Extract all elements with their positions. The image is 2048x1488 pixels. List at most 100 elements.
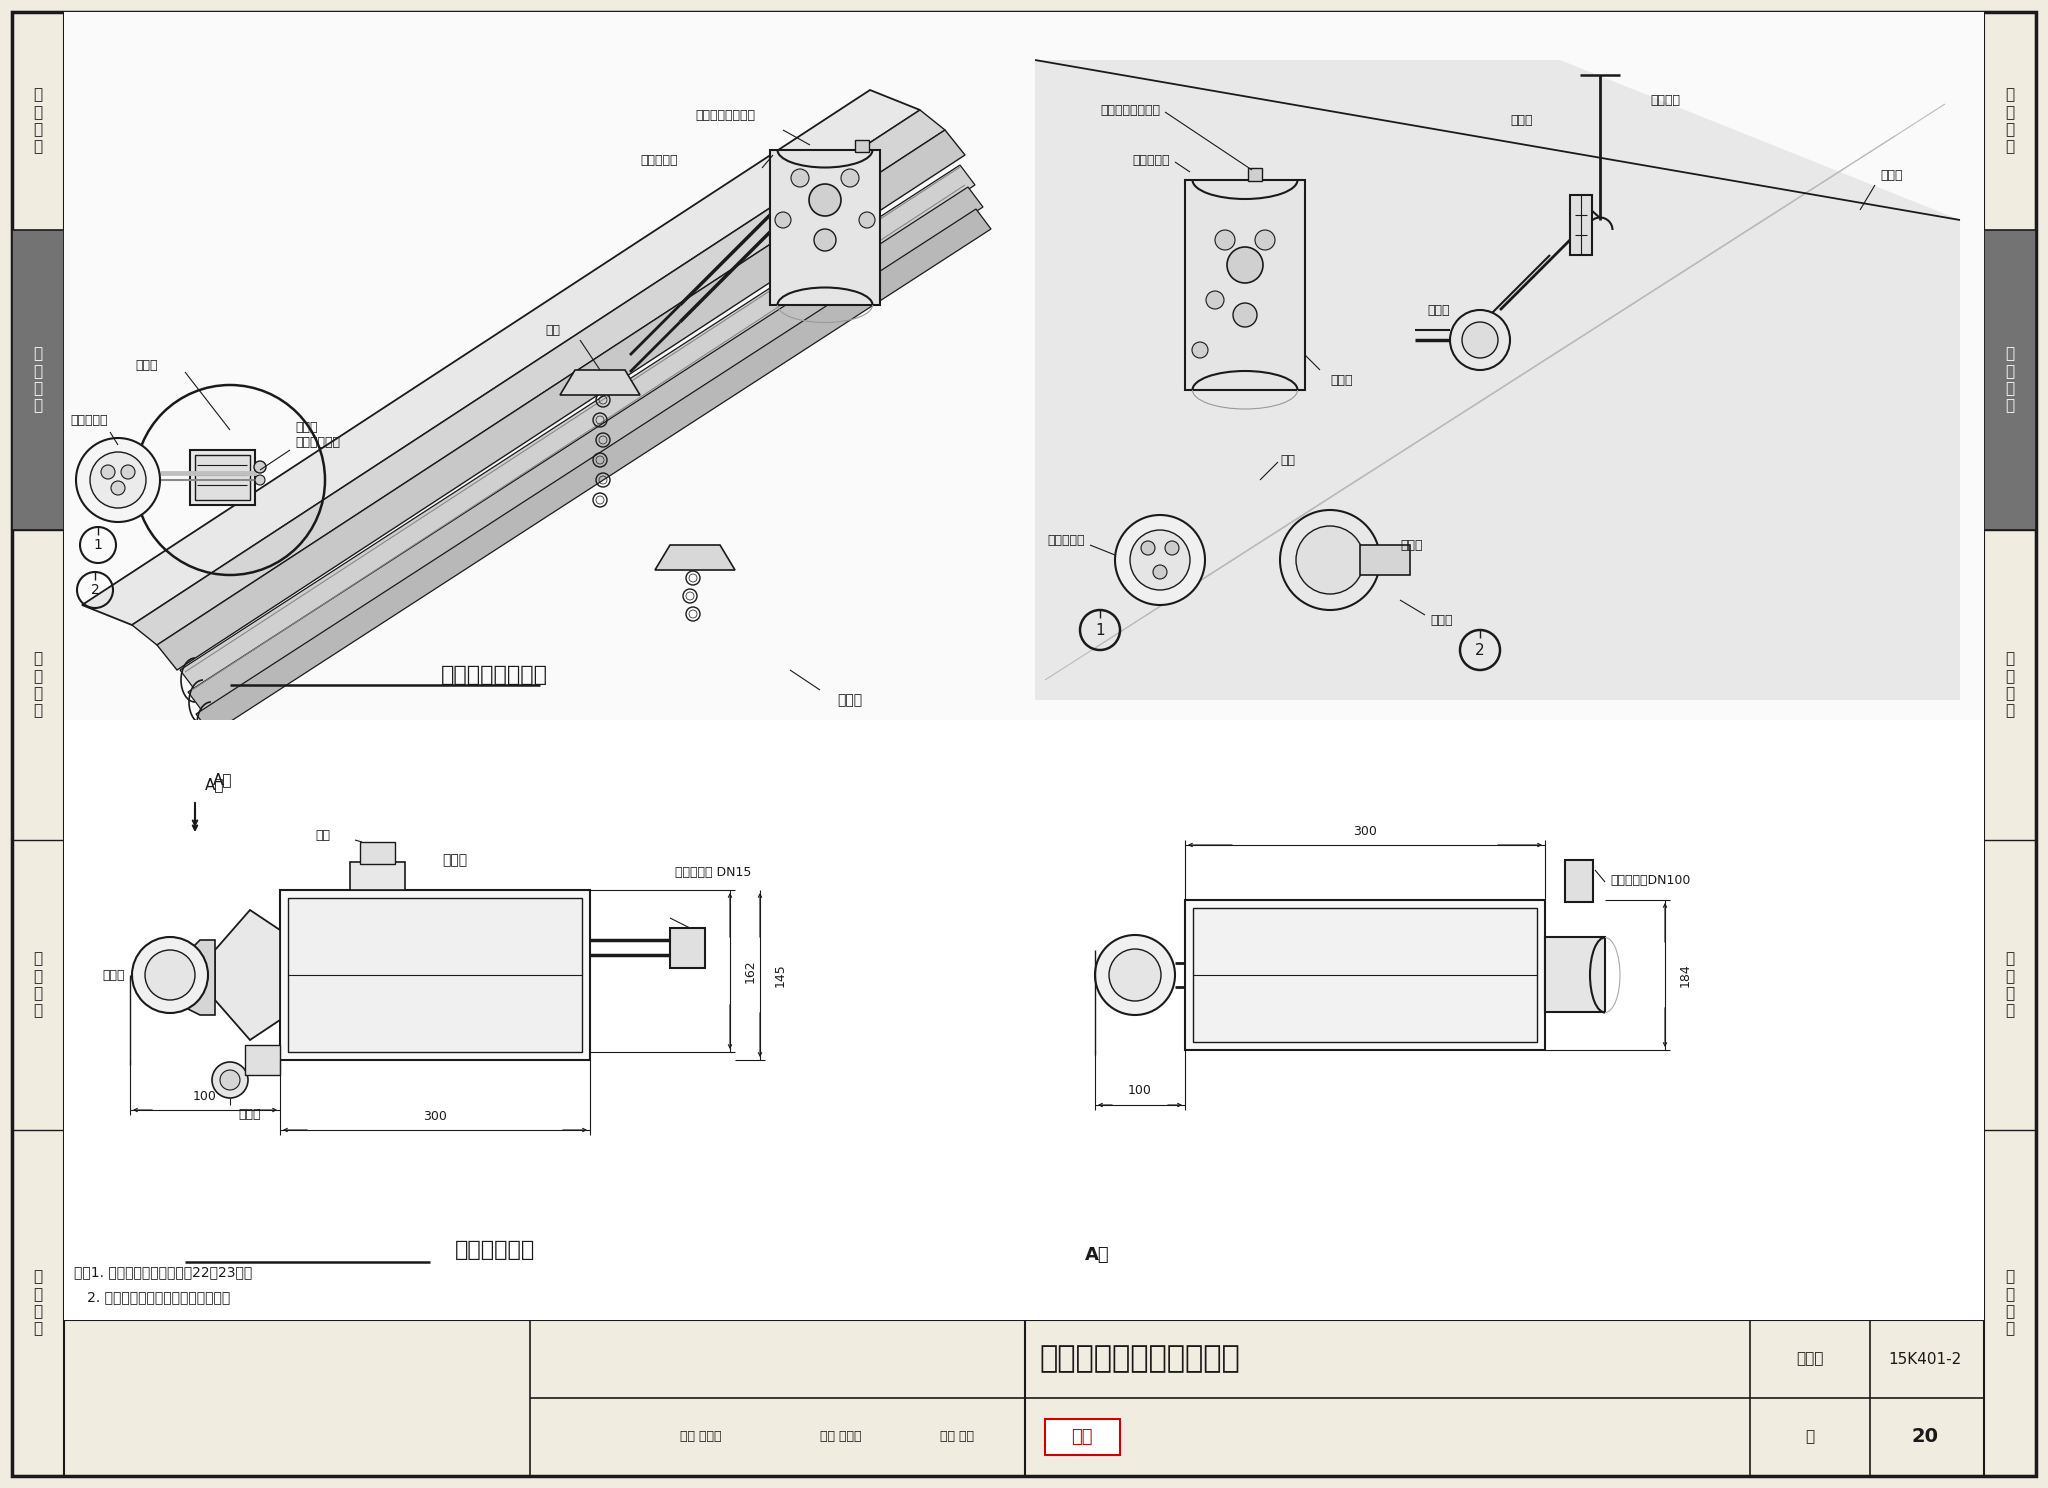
Circle shape — [111, 481, 125, 496]
Text: 中温辐射管燃烧器安装图: 中温辐射管燃烧器安装图 — [1040, 1345, 1241, 1373]
Bar — [1565, 860, 1593, 902]
Circle shape — [145, 949, 195, 1000]
Polygon shape — [131, 110, 944, 644]
Circle shape — [1227, 247, 1264, 283]
Text: 末端通风盖: 末端通风盖 — [70, 414, 106, 427]
Bar — [190, 449, 256, 504]
Text: 设计 陈雷: 设计 陈雷 — [940, 1430, 975, 1443]
Circle shape — [1096, 934, 1176, 1015]
Text: 162: 162 — [743, 960, 758, 982]
Text: 1: 1 — [94, 539, 102, 552]
Text: 末端通风盖固定夹: 末端通风盖固定夹 — [694, 109, 756, 122]
Circle shape — [256, 475, 264, 485]
Circle shape — [131, 937, 209, 1013]
Text: A向: A向 — [1085, 1245, 1110, 1263]
Circle shape — [791, 170, 809, 187]
Bar — [1194, 908, 1536, 1042]
Circle shape — [1130, 530, 1190, 591]
Text: 供燃气接头 DN15: 供燃气接头 DN15 — [676, 866, 752, 878]
Text: 工
程
实
例: 工 程 实 例 — [2005, 1269, 2015, 1336]
Text: 20: 20 — [1911, 1427, 1939, 1446]
Text: 发生器平面图: 发生器平面图 — [455, 1240, 535, 1260]
Text: 注：1. 吊链做法参见本图集第22、23页。: 注：1. 吊链做法参见本图集第22、23页。 — [74, 1265, 252, 1280]
Text: 发生器: 发生器 — [135, 359, 158, 372]
Text: 2: 2 — [90, 583, 100, 597]
Text: 300: 300 — [1354, 824, 1376, 838]
Polygon shape — [1034, 60, 1960, 699]
Circle shape — [1165, 542, 1180, 555]
Text: 吊架: 吊架 — [545, 323, 559, 336]
Text: 燃烧室: 燃烧室 — [1401, 539, 1423, 552]
Text: A向: A向 — [213, 772, 233, 787]
Circle shape — [1255, 231, 1276, 250]
Text: 施
工
安
装: 施 工 安 装 — [33, 347, 43, 414]
Text: 审核 张蔚东: 审核 张蔚东 — [680, 1430, 721, 1443]
Text: 垫片: 垫片 — [1280, 454, 1294, 467]
Text: 校对 管冬裁: 校对 管冬裁 — [819, 1430, 862, 1443]
Polygon shape — [197, 208, 991, 734]
Text: 2. 末端通风盖只安装于末端燃烧室。: 2. 末端通风盖只安装于末端燃烧室。 — [74, 1290, 229, 1303]
Text: A向: A向 — [205, 778, 225, 793]
Bar — [1360, 545, 1409, 574]
Bar — [1044, 1420, 1120, 1455]
Text: 吊耳: 吊耳 — [315, 829, 330, 842]
Bar — [1186, 180, 1305, 390]
Bar — [195, 455, 250, 500]
Circle shape — [1214, 231, 1235, 250]
Text: 2: 2 — [1475, 643, 1485, 658]
Text: 100: 100 — [1128, 1085, 1151, 1098]
Text: 液
化
气
站: 液 化 气 站 — [33, 652, 43, 719]
Circle shape — [1114, 515, 1204, 606]
Text: 末端通风盖: 末端通风盖 — [1133, 153, 1169, 167]
Circle shape — [1141, 542, 1155, 555]
Circle shape — [1110, 949, 1161, 1001]
Text: 反射板: 反射板 — [1880, 168, 1903, 182]
Circle shape — [858, 211, 874, 228]
Circle shape — [813, 229, 836, 251]
Text: 184: 184 — [1679, 963, 1692, 987]
Bar — [289, 897, 582, 1052]
Bar — [1247, 168, 1262, 182]
Bar — [1571, 195, 1591, 254]
Text: 电
气
控
制: 电 气 控 制 — [33, 951, 43, 1019]
Text: 1: 1 — [1096, 622, 1104, 637]
Circle shape — [254, 461, 266, 473]
Text: 陈霞: 陈霞 — [1071, 1428, 1094, 1446]
Polygon shape — [82, 89, 920, 625]
Text: 发生器: 发生器 — [442, 853, 467, 868]
Text: 反射板
背板设保温棉: 反射板 背板设保温棉 — [295, 421, 340, 449]
Bar — [1186, 900, 1544, 1051]
Bar — [1985, 12, 2036, 1476]
Circle shape — [842, 170, 858, 187]
Text: 燃烧头: 燃烧头 — [1509, 113, 1532, 126]
Bar — [281, 890, 590, 1059]
Circle shape — [809, 185, 842, 216]
Polygon shape — [158, 129, 965, 670]
Bar — [350, 862, 406, 890]
Circle shape — [1153, 565, 1167, 579]
Bar — [1024, 720, 1985, 1320]
Circle shape — [213, 1062, 248, 1098]
Bar — [1024, 12, 1985, 720]
Polygon shape — [170, 940, 215, 1015]
Bar — [63, 720, 1024, 1320]
Bar — [12, 231, 63, 530]
Bar — [770, 150, 881, 305]
Text: 工
程
实
例: 工 程 实 例 — [33, 1269, 43, 1336]
Circle shape — [76, 437, 160, 522]
Text: 页: 页 — [1806, 1430, 1815, 1445]
Circle shape — [1450, 310, 1509, 371]
Bar — [670, 929, 705, 969]
Circle shape — [1296, 525, 1364, 594]
Text: 末端通风盖: 末端通风盖 — [1047, 534, 1085, 546]
Polygon shape — [180, 165, 975, 690]
Circle shape — [1462, 321, 1497, 359]
Text: 电
气
控
制: 电 气 控 制 — [2005, 951, 2015, 1019]
Circle shape — [1280, 510, 1380, 610]
Text: 145: 145 — [774, 963, 786, 987]
Text: 末端通风盖: 末端通风盖 — [641, 153, 678, 167]
Text: 燃烧器安装示意图: 燃烧器安装示意图 — [440, 665, 549, 684]
Polygon shape — [559, 371, 641, 394]
Circle shape — [1192, 342, 1208, 359]
Polygon shape — [655, 545, 735, 570]
